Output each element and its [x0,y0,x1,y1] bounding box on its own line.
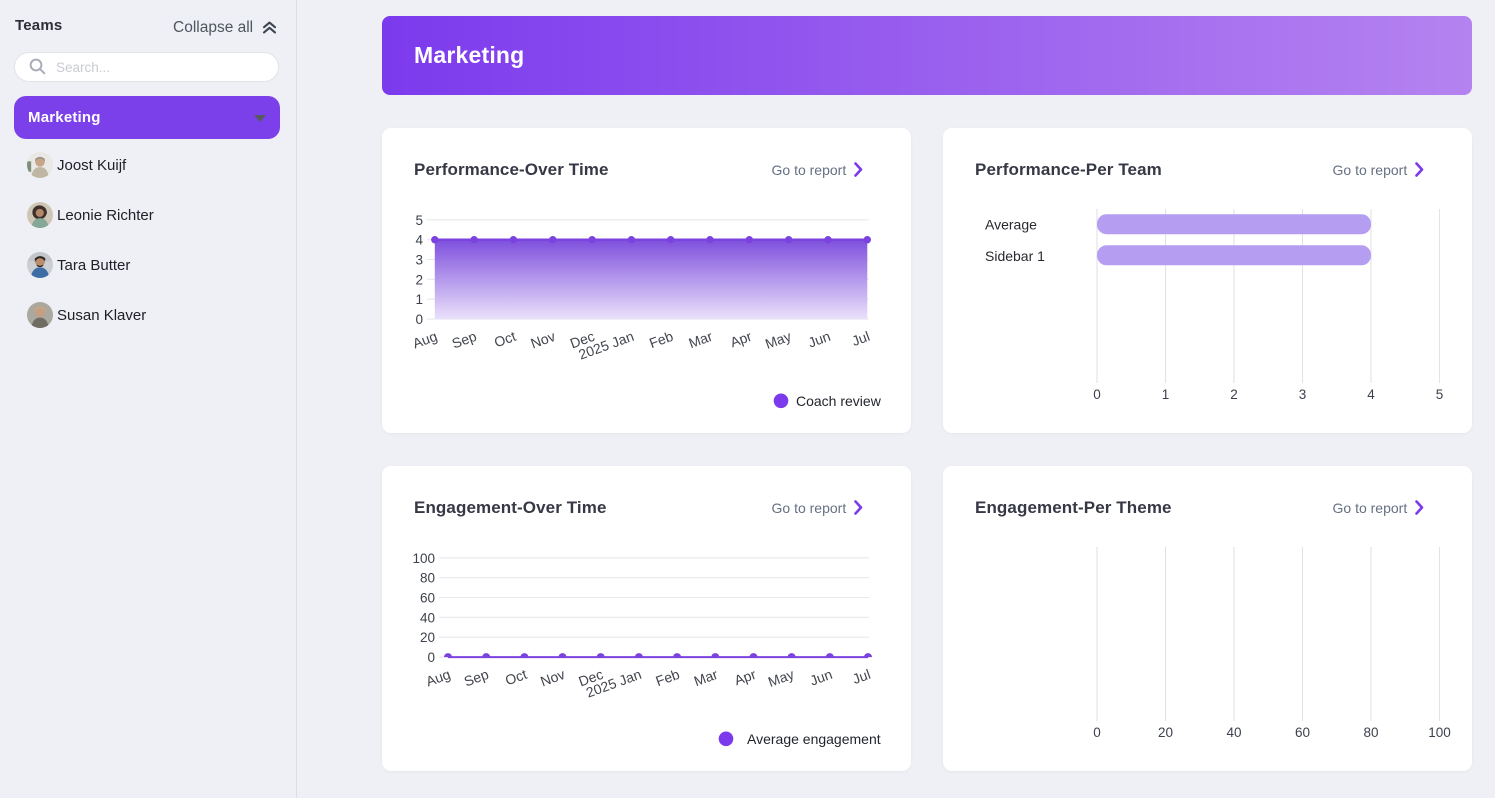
svg-text:20: 20 [420,630,435,645]
svg-text:Dec: Dec [568,328,597,352]
svg-text:60: 60 [420,591,435,606]
svg-text:Feb: Feb [653,666,681,689]
svg-text:5: 5 [1436,387,1444,402]
svg-text:Sep: Sep [462,666,491,690]
svg-text:0: 0 [1093,387,1101,402]
svg-text:Oct: Oct [492,328,518,351]
svg-text:Oct: Oct [503,666,529,689]
svg-text:100: 100 [412,551,435,566]
svg-text:40: 40 [420,610,435,625]
svg-text:Mar: Mar [686,328,714,351]
svg-text:4: 4 [415,233,423,248]
svg-text:Aug: Aug [410,328,439,352]
svg-text:Nov: Nov [528,328,557,352]
svg-text:Sep: Sep [450,328,479,352]
svg-text:Aug: Aug [424,666,453,690]
svg-text:Mar: Mar [692,666,720,689]
svg-text:2: 2 [1230,387,1238,402]
svg-text:Jul: Jul [850,328,872,349]
svg-text:Coach review: Coach review [796,393,882,409]
svg-text:May: May [763,328,793,352]
svg-text:Dec: Dec [576,666,605,690]
svg-text:100: 100 [1428,725,1451,740]
svg-text:0: 0 [427,650,435,665]
svg-text:0: 0 [415,312,423,327]
svg-text:1: 1 [415,292,423,307]
svg-text:May: May [766,666,796,690]
svg-text:3: 3 [1299,387,1307,402]
svg-text:3: 3 [415,253,423,268]
svg-text:Apr: Apr [732,666,758,689]
svg-text:60: 60 [1295,725,1310,740]
svg-text:Feb: Feb [647,328,675,351]
svg-text:1: 1 [1162,387,1170,402]
svg-text:Apr: Apr [728,328,754,351]
svg-text:2: 2 [415,272,423,287]
svg-text:0: 0 [1093,725,1101,740]
svg-text:4: 4 [1367,387,1375,402]
svg-text:20: 20 [1158,725,1173,740]
svg-text:Sidebar 1: Sidebar 1 [985,248,1045,264]
svg-text:Jun: Jun [806,328,833,351]
svg-text:Jun: Jun [808,666,835,689]
svg-text:5: 5 [415,213,423,228]
svg-text:Average engagement: Average engagement [747,731,881,747]
svg-text:Jul: Jul [850,666,872,687]
svg-text:Nov: Nov [538,666,567,690]
svg-text:40: 40 [1226,725,1241,740]
svg-text:80: 80 [1363,725,1378,740]
svg-text:80: 80 [420,571,435,586]
svg-text:Average: Average [985,217,1037,233]
